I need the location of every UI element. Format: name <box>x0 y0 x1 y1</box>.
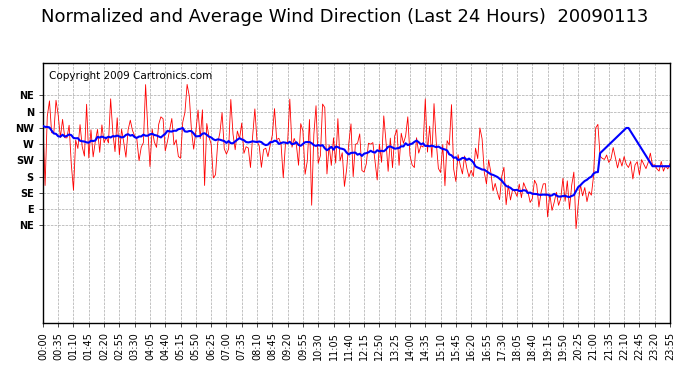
Text: Normalized and Average Wind Direction (Last 24 Hours)  20090113: Normalized and Average Wind Direction (L… <box>41 8 649 26</box>
Text: Copyright 2009 Cartronics.com: Copyright 2009 Cartronics.com <box>49 71 213 81</box>
